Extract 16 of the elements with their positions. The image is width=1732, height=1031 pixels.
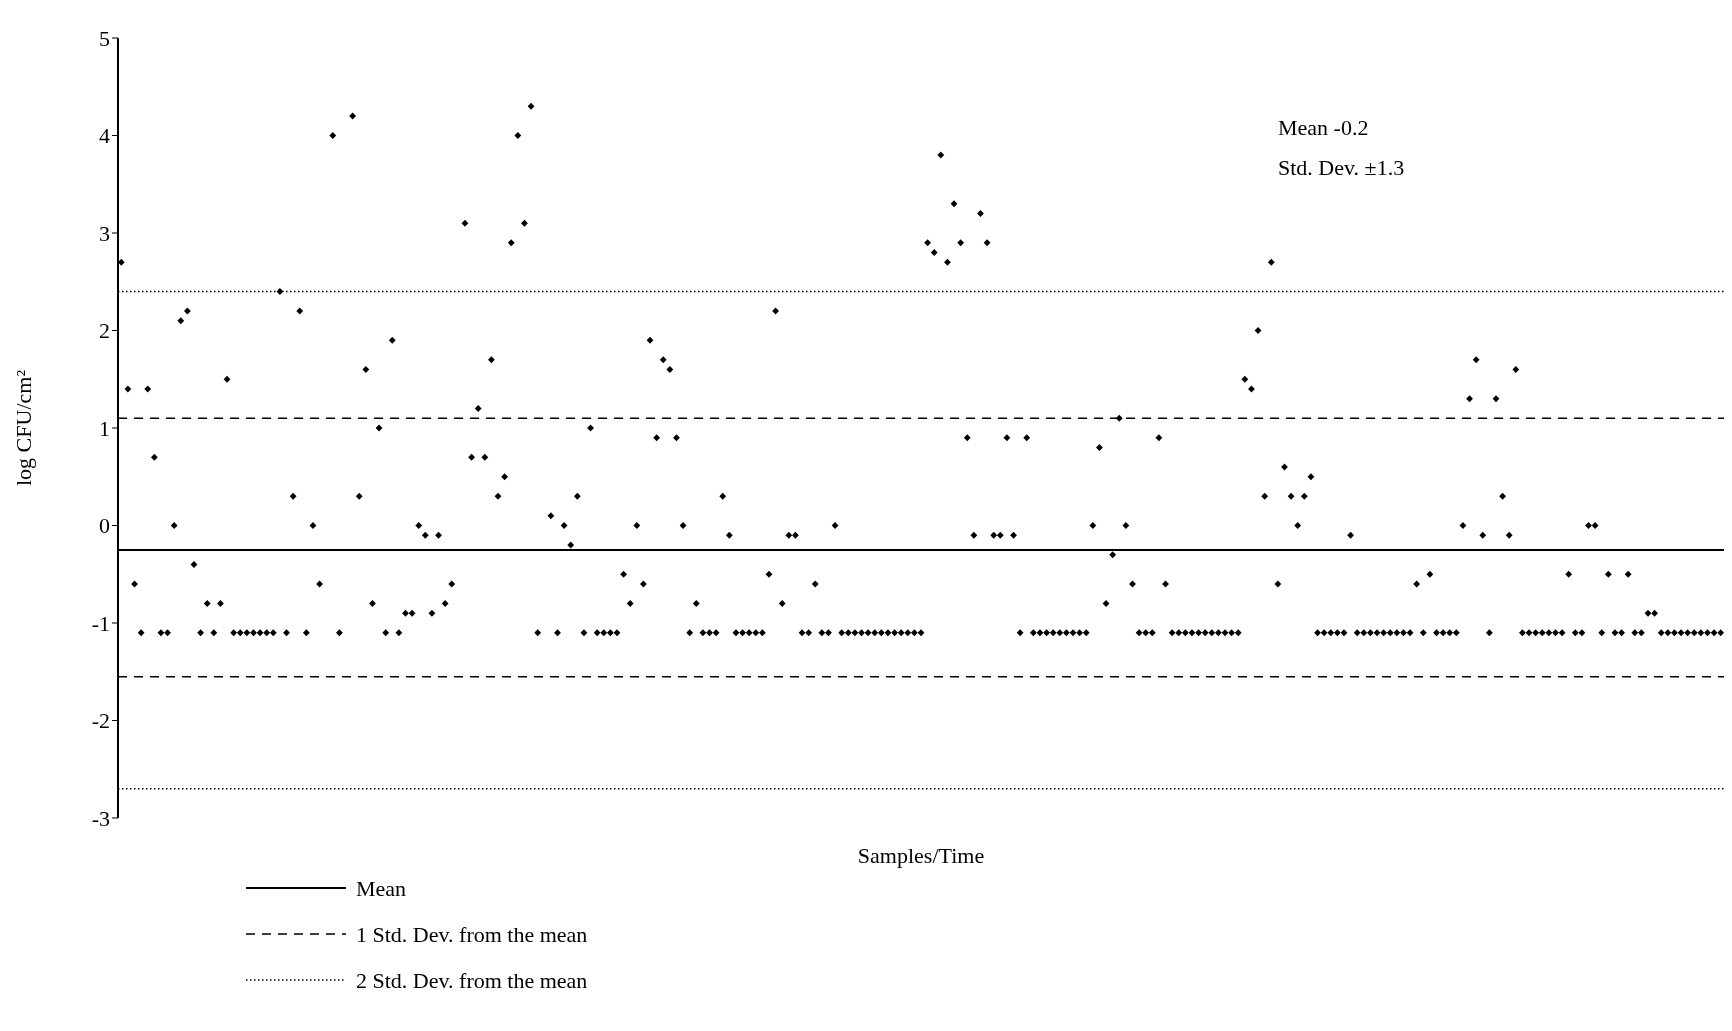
- y-tick-label: 2: [99, 318, 110, 344]
- legend-label: 1 Std. Dev. from the mean: [356, 921, 588, 947]
- annotation: Mean -0.2: [1278, 114, 1370, 142]
- legend-label: Mean: [356, 875, 407, 901]
- y-tick-label: -2: [91, 708, 110, 734]
- y-tick-label: 1: [99, 415, 110, 441]
- y-tick-label: 5: [99, 25, 110, 51]
- y-tick-label: -3: [91, 805, 110, 831]
- y-tick-label: 3: [99, 220, 110, 246]
- y-axis-title: log CFU/cm²: [10, 369, 36, 486]
- annotation: Std. Dev. ±1.3: [1278, 154, 1405, 182]
- y-tick-label: -1: [91, 610, 110, 636]
- legend-label: 2 Std. Dev. from the mean: [356, 967, 588, 993]
- y-tick-label: 4: [99, 123, 110, 149]
- x-axis-title: Samples/Time: [856, 843, 986, 869]
- y-tick-label: 0: [99, 513, 110, 539]
